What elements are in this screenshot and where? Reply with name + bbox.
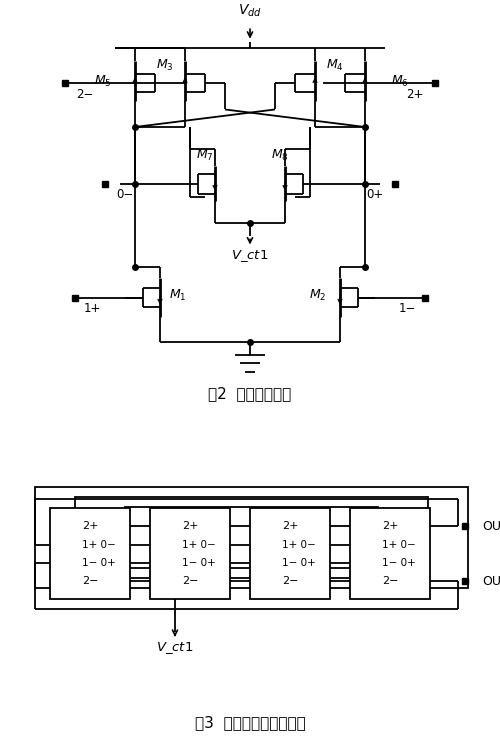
Text: 1+ 0−: 1+ 0− — [382, 540, 416, 550]
Text: $M_1$: $M_1$ — [168, 288, 186, 303]
Text: 2+: 2+ — [182, 521, 199, 531]
Text: 1+ 0−: 1+ 0− — [182, 540, 216, 550]
Bar — [125, 507, 378, 569]
Text: 图3  差分环形压控振荡器: 图3 差分环形压控振荡器 — [194, 715, 306, 730]
Text: 2−: 2− — [82, 576, 99, 587]
Text: 1− 0+: 1− 0+ — [282, 558, 316, 568]
Text: 2−: 2− — [182, 576, 199, 587]
Text: 图2  差分延时单元: 图2 差分延时单元 — [208, 387, 292, 402]
Text: 2+: 2+ — [406, 88, 424, 100]
Bar — [35, 487, 468, 588]
Text: 2−: 2− — [76, 88, 94, 100]
Bar — [50, 508, 130, 599]
Text: 1− 0+: 1− 0+ — [382, 558, 416, 568]
Bar — [350, 508, 430, 599]
Text: $M_3$: $M_3$ — [156, 58, 174, 73]
Text: 1− 0+: 1− 0+ — [82, 558, 116, 568]
Text: $M_6$: $M_6$ — [391, 73, 409, 88]
Text: $M_7$: $M_7$ — [196, 148, 214, 163]
Text: $V\_ct1$: $V\_ct1$ — [156, 640, 194, 656]
Text: $V\_ct1$: $V\_ct1$ — [232, 248, 268, 264]
Bar — [250, 508, 330, 599]
Text: $M_8$: $M_8$ — [271, 148, 289, 163]
Text: 1+: 1+ — [84, 302, 101, 316]
Text: OUT+: OUT+ — [482, 519, 500, 532]
Text: $M_2$: $M_2$ — [309, 288, 326, 303]
Text: 0+: 0+ — [366, 188, 384, 202]
Text: 2−: 2− — [282, 576, 299, 587]
Text: $M_4$: $M_4$ — [326, 58, 344, 73]
Bar — [75, 497, 428, 578]
Text: 2+: 2+ — [282, 521, 299, 531]
Text: 2−: 2− — [382, 576, 399, 587]
Text: 1− 0+: 1− 0+ — [182, 558, 216, 568]
Text: 1+ 0−: 1+ 0− — [282, 540, 316, 550]
Text: $M_5$: $M_5$ — [94, 73, 112, 88]
Text: 0−: 0− — [116, 188, 134, 202]
Bar — [150, 508, 230, 599]
Text: 1+ 0−: 1+ 0− — [82, 540, 116, 550]
Text: 1−: 1− — [399, 302, 416, 316]
Text: OUT−: OUT− — [482, 575, 500, 588]
Text: $V_{dd}$: $V_{dd}$ — [238, 3, 262, 19]
Text: 2+: 2+ — [82, 521, 99, 531]
Text: 2+: 2+ — [382, 521, 399, 531]
